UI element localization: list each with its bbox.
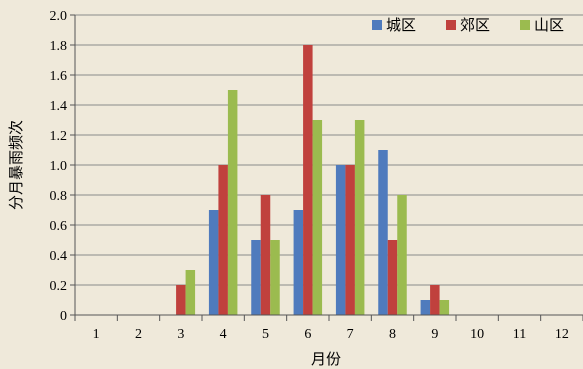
x-tick-label: 9 (431, 327, 438, 342)
y-tick-label: 0.2 (50, 279, 68, 294)
y-tick-label: 1.4 (50, 99, 68, 114)
y-tick-label: 0 (60, 309, 67, 324)
bar-城区-6 (293, 210, 304, 315)
legend-swatch-郊区 (446, 20, 456, 30)
bar-郊区-3 (176, 285, 186, 315)
y-axis-title: 分月暴雨频次 (8, 120, 25, 210)
y-tick-label: 2.0 (50, 9, 68, 24)
x-tick-label: 1 (93, 327, 100, 342)
x-tick-label: 7 (347, 327, 354, 342)
x-tick-label: 2 (135, 327, 142, 342)
y-tick-label: 0.4 (50, 249, 68, 264)
bar-山区-9 (439, 300, 450, 315)
bar-山区-4 (227, 90, 238, 315)
legend: 城区 郊区 山区 (372, 17, 564, 34)
axes (70, 14, 583, 321)
x-tick-label: 10 (470, 327, 484, 342)
bar-城区-8 (378, 150, 388, 315)
x-tick-label: 12 (555, 327, 569, 342)
bar-城区-7 (335, 165, 346, 315)
y-tick-label: 0.6 (50, 219, 68, 234)
x-tick-label: 11 (513, 327, 526, 342)
bar-郊区-8 (387, 240, 398, 315)
bar-郊区-6 (303, 45, 313, 315)
x-tick-label: 6 (304, 327, 311, 342)
y-tick-label: 1.6 (50, 69, 68, 84)
bar-郊区-7 (345, 165, 355, 315)
y-tick-label: 0.8 (50, 189, 68, 204)
bar-郊区-9 (430, 285, 440, 315)
tick-labels: 00.20.40.60.81.01.21.41.61.82.01 2 3 4 5 6 7 8 9… (50, 9, 569, 342)
bar-山区-6 (312, 120, 323, 315)
y-tick-label: 1.2 (50, 129, 68, 144)
x-axis-title: 月份 (311, 351, 341, 368)
bar-城区-9 (420, 300, 431, 315)
x-tick-label: 4 (220, 327, 227, 342)
bar-山区-5 (270, 240, 280, 315)
gridlines (75, 14, 583, 286)
bar-山区-8 (397, 195, 407, 315)
bar-山区-7 (354, 120, 365, 315)
bar-郊区-4 (218, 165, 228, 315)
legend-swatch-山区 (520, 20, 530, 30)
bar-山区-3 (185, 270, 196, 315)
legend-label-城区: 城区 (386, 17, 416, 34)
x-tick-label: 3 (177, 327, 184, 342)
bar-郊区-5 (260, 195, 271, 315)
bars (176, 45, 450, 315)
x-tick-label: 8 (389, 327, 396, 342)
legend-label-郊区: 郊区 (460, 17, 490, 34)
y-tick-label: 1.8 (50, 39, 68, 54)
legend-label-山区: 山区 (534, 17, 564, 34)
bar-城区-5 (251, 240, 261, 315)
y-tick-label: 1.0 (50, 159, 68, 174)
bar-城区-4 (208, 210, 219, 315)
legend-swatch-城区 (372, 20, 382, 30)
x-tick-label: 5 (262, 327, 269, 342)
